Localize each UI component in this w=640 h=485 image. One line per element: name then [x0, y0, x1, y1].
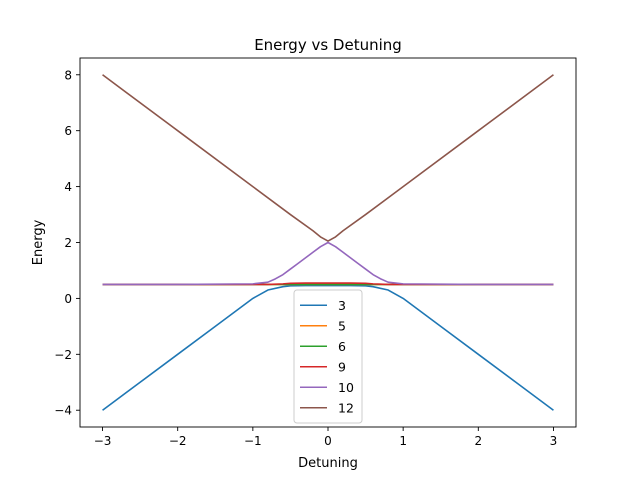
legend-label-6: 6	[338, 339, 346, 354]
series-layer	[102, 74, 554, 411]
y-axis-ticks: −4 −2 0 2 4 6 8	[54, 68, 80, 418]
x-tick-label: −1	[244, 434, 262, 448]
legend: 3 5 6 9 10 12	[293, 289, 363, 424]
legend-label-5: 5	[338, 318, 346, 333]
y-tick-label: 2	[64, 236, 72, 250]
x-tick-label: 3	[550, 434, 558, 448]
legend-label-9: 9	[338, 359, 346, 374]
y-tick-label: −4	[54, 404, 72, 418]
legend-label-10: 10	[338, 380, 354, 395]
y-tick-label: 8	[64, 68, 72, 82]
series-line-9	[102, 282, 554, 286]
legend-label-12: 12	[338, 400, 354, 415]
x-tick-label: 0	[324, 434, 332, 448]
legend-label-3: 3	[338, 298, 346, 313]
y-axis-label: Energy	[31, 219, 46, 265]
y-tick-label: −2	[54, 348, 72, 362]
x-axis-ticks: −3 −2 −1 0 1 2 3	[94, 427, 558, 448]
x-axis-label: Detuning	[298, 456, 358, 471]
series-line-12	[102, 74, 554, 242]
series-line-3	[102, 284, 554, 411]
chart-title: Energy vs Detuning	[254, 36, 402, 54]
y-tick-label: 0	[64, 292, 72, 306]
y-tick-label: 6	[64, 124, 72, 138]
series-line-10	[102, 241, 554, 286]
x-tick-label: −3	[94, 434, 112, 448]
x-tick-label: 2	[474, 434, 482, 448]
y-tick-label: 4	[64, 180, 72, 194]
legend-box	[293, 289, 363, 424]
x-tick-label: 1	[399, 434, 407, 448]
x-tick-label: −2	[169, 434, 187, 448]
